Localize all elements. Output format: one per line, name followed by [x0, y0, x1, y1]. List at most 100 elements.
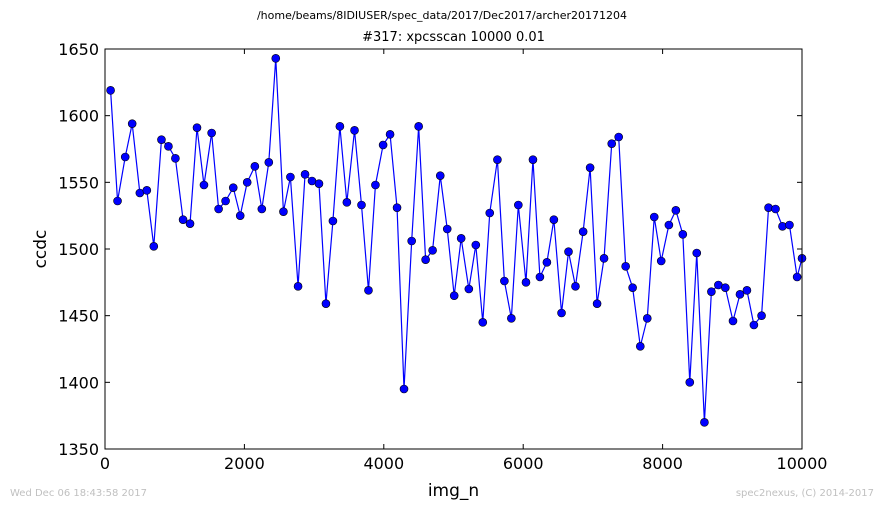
data-point [342, 198, 352, 207]
data-point [464, 284, 474, 294]
data-point [392, 203, 402, 212]
data-point [642, 314, 652, 323]
data-point [264, 158, 274, 167]
data-point [578, 227, 588, 236]
data-point [199, 180, 209, 190]
x-tick-label: 8000 [642, 454, 683, 473]
data-point [685, 378, 695, 387]
data-point [592, 299, 602, 308]
data-point [521, 278, 531, 287]
data-point [700, 418, 709, 427]
data-point [279, 207, 288, 216]
data-point [535, 272, 545, 282]
data-point [300, 170, 310, 179]
data-point [221, 196, 230, 206]
data-point [178, 215, 188, 224]
data-point [456, 234, 466, 243]
data-point [757, 311, 766, 320]
x-tick-label: 10000 [777, 454, 828, 473]
figure-suptitle: /home/beams/8IDIUSER/spec_data/2017/Dec2… [256, 9, 628, 22]
y-tick-label: 1400 [58, 373, 99, 392]
data-point [692, 248, 702, 258]
data-point [250, 162, 260, 171]
data-point [507, 314, 516, 323]
data-point [528, 155, 538, 164]
data-point [357, 200, 366, 210]
y-tick-label: 1450 [58, 307, 99, 326]
y-tick-label: 1600 [58, 107, 99, 126]
data-point [442, 224, 452, 234]
x-tick-label: 4000 [363, 454, 404, 473]
data-point [364, 286, 373, 295]
data-point [335, 122, 345, 131]
footer-credit: spec2nexus, (C) 2014-2017 [735, 488, 874, 499]
series-layer [106, 54, 807, 427]
data-point [127, 119, 137, 128]
ticks-layer: 0 2000 4000 6000 8000 10000 1350 1400 1450 1500 15… [58, 40, 827, 473]
data-point [228, 183, 238, 192]
data-point [414, 122, 423, 131]
data-point [293, 282, 303, 291]
data-point [564, 247, 573, 256]
data-point [185, 219, 195, 228]
data-point [542, 258, 552, 267]
data-point [785, 220, 794, 230]
data-point [350, 126, 359, 135]
data-point [778, 222, 787, 231]
data-point [514, 200, 523, 210]
data-point [120, 152, 130, 162]
data-point [435, 171, 445, 180]
y-tick-label: 1650 [58, 40, 99, 59]
data-point [500, 276, 509, 286]
data-point [149, 242, 159, 251]
data-point [328, 216, 338, 226]
data-point [607, 139, 617, 148]
data-point [142, 186, 152, 195]
data-point [378, 140, 388, 150]
data-point [207, 128, 216, 138]
plot-title: #317: xpcsscan 10000 0.01 [362, 30, 545, 45]
data-point [771, 204, 780, 214]
x-tick-label: 6000 [503, 454, 544, 473]
y-axis-label: ccdc [31, 230, 51, 269]
data-point [549, 215, 559, 224]
data-point [557, 308, 566, 318]
x-axis-label: img_n [428, 481, 479, 501]
data-point [314, 179, 324, 188]
data-point [742, 286, 752, 295]
y-tick-label: 1500 [58, 240, 99, 259]
data-point [749, 320, 759, 330]
data-point [257, 204, 267, 214]
data-point [792, 272, 802, 282]
data-point [571, 282, 580, 291]
data-point [485, 208, 495, 218]
data-point [171, 154, 180, 163]
data-point [585, 163, 595, 172]
data-point [321, 299, 331, 308]
data-point [286, 172, 295, 182]
data-point [671, 206, 681, 215]
data-point [721, 283, 730, 292]
data-point [471, 240, 481, 250]
data-point [478, 318, 488, 327]
y-tick-label: 1350 [58, 440, 99, 459]
data-point [707, 287, 716, 296]
data-point [157, 135, 166, 144]
data-point [599, 254, 609, 263]
data-point [628, 283, 637, 292]
data-point [399, 384, 409, 394]
data-point [428, 246, 437, 255]
data-point [271, 54, 281, 63]
x-tick-label: 2000 [224, 454, 265, 473]
x-tick-label: 0 [100, 454, 110, 473]
series-line [109, 58, 803, 423]
y-tick-label: 1550 [58, 173, 99, 192]
data-point [192, 123, 202, 132]
data-point [449, 291, 459, 300]
data-point [621, 262, 630, 271]
data-point [735, 290, 745, 299]
data-point [235, 211, 245, 220]
data-point [214, 204, 223, 214]
data-point [656, 256, 666, 266]
data-point [493, 155, 502, 164]
